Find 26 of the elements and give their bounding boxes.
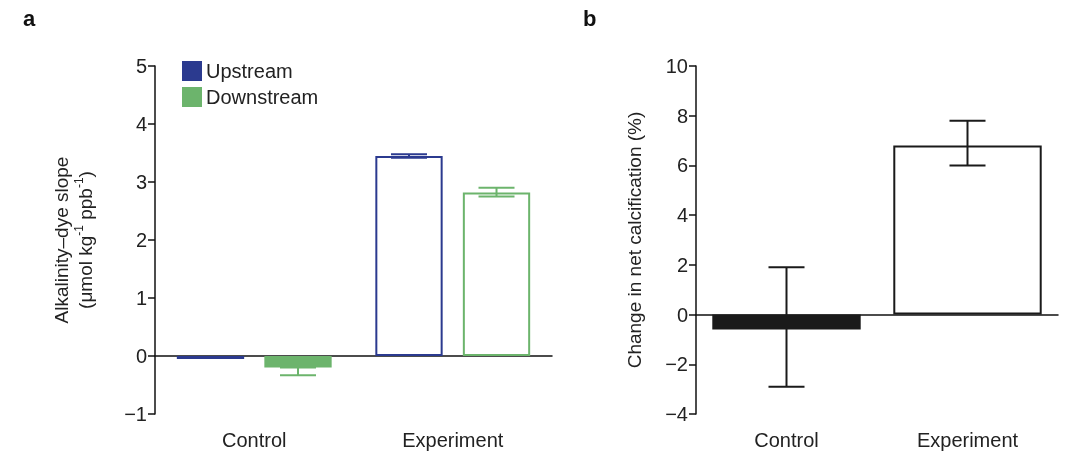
chart-title: a xyxy=(23,5,36,31)
y-tick-label: 0 xyxy=(135,345,147,367)
legend-label: Upstream xyxy=(206,60,293,82)
y-tick-label: 2 xyxy=(676,253,688,276)
y-tick-label: 0 xyxy=(676,303,688,326)
y-tick-label: 2 xyxy=(135,229,147,251)
x-tick-label: Control xyxy=(754,429,819,451)
x-tick-label: Experiment xyxy=(402,429,504,451)
y-tick-label: 6 xyxy=(676,154,688,177)
y-tick-label: −1 xyxy=(124,403,147,425)
y-tick-label: 8 xyxy=(676,104,688,127)
y-tick-label: 5 xyxy=(135,55,147,77)
y-tick-label: 3 xyxy=(135,171,147,193)
bar xyxy=(176,356,245,359)
y-tick-label: −2 xyxy=(665,353,688,376)
x-tick-label: Experiment xyxy=(916,429,1019,451)
x-tick-label: Control xyxy=(222,429,287,451)
bar xyxy=(264,356,332,368)
y-tick-label: −4 xyxy=(665,403,688,425)
y-tick-label: 4 xyxy=(676,204,688,227)
y-tick-label: 1 xyxy=(135,287,147,309)
chart-title: b xyxy=(583,5,597,31)
y-tick-label: 4 xyxy=(135,113,147,135)
y-axis-title: Change in net calcification (%) xyxy=(623,111,645,369)
y-tick-label: 10 xyxy=(665,55,688,77)
legend-label: Downstream xyxy=(206,86,319,108)
